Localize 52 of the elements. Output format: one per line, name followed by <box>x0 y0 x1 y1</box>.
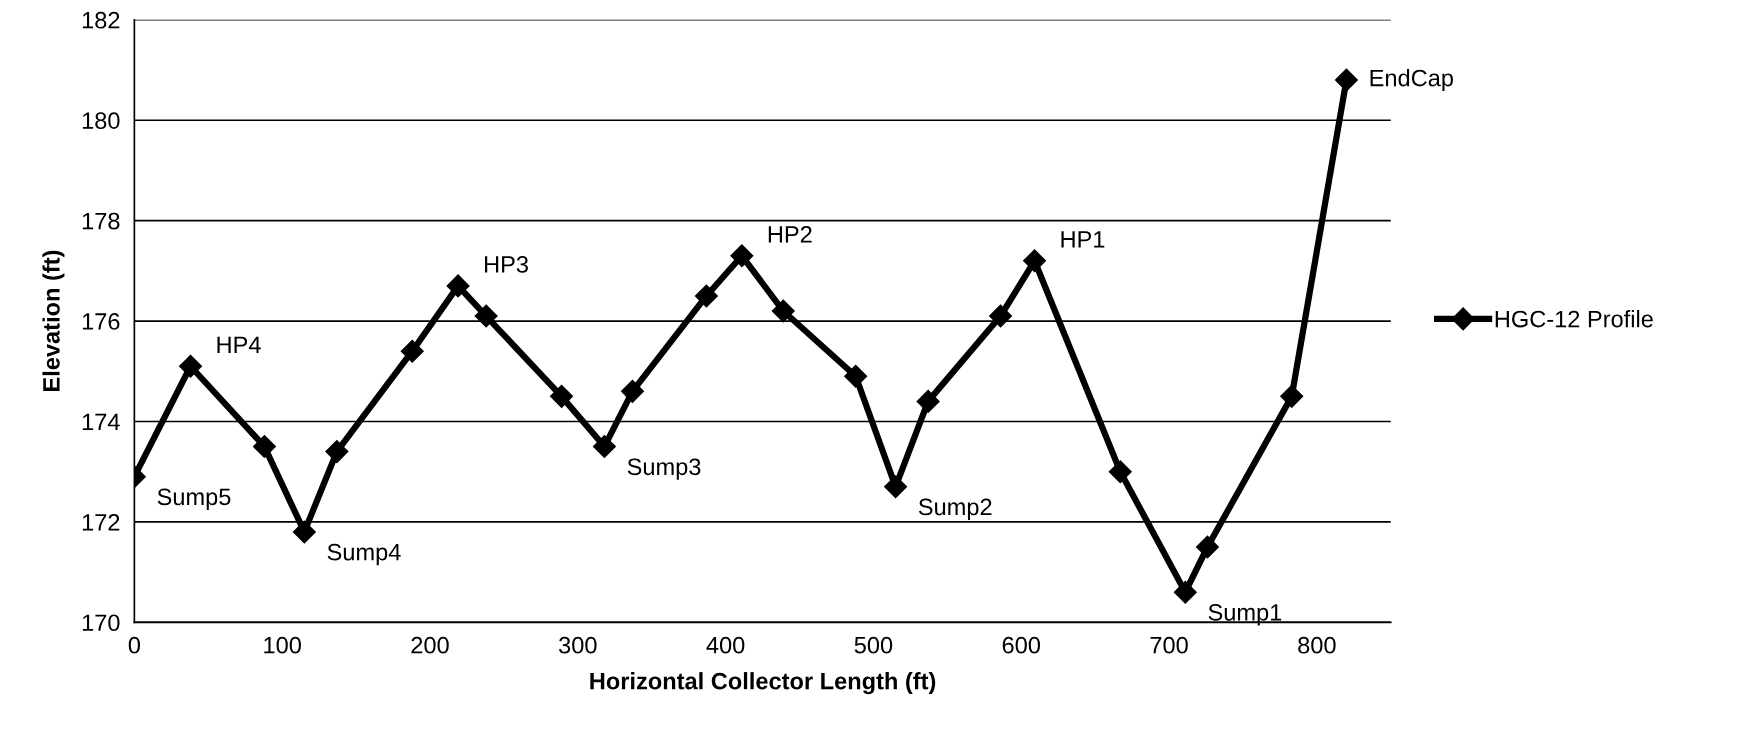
x-tick-label: 700 <box>1150 636 1188 654</box>
x-tick-label: 100 <box>264 636 301 654</box>
y-tick-label: 172 <box>82 513 120 531</box>
y-tick-label: 180 <box>82 112 120 129</box>
point <box>1334 68 1358 92</box>
annotation: Sump5 <box>157 488 231 510</box>
annotation: Sump2 <box>918 498 992 520</box>
point <box>771 299 795 323</box>
point <box>446 274 470 298</box>
legend-label: HGC-12 Profile <box>1495 310 1653 328</box>
annotation: HP1 <box>1061 231 1105 248</box>
x-tick-label: 600 <box>1002 636 1041 654</box>
point <box>1023 249 1047 273</box>
y-tick-label: 170 <box>82 614 120 632</box>
annotation: EndCap <box>1370 69 1453 92</box>
annotation: HP2 <box>768 225 812 243</box>
point <box>325 440 349 464</box>
point <box>550 384 574 408</box>
y-tick-label: 174 <box>82 413 120 431</box>
annotation: Sump4 <box>327 543 401 566</box>
point <box>179 354 203 378</box>
annotation: HP4 <box>217 336 261 353</box>
x-tick-label: 500 <box>854 636 893 654</box>
y-axis-title: Elevation (ft) <box>42 250 65 391</box>
point <box>620 379 644 403</box>
point <box>474 304 498 328</box>
point <box>252 435 276 459</box>
point <box>916 389 940 413</box>
annotation: Sump3 <box>627 458 701 480</box>
point <box>400 339 424 363</box>
point <box>989 304 1013 328</box>
x-axis-title: Horizontal Collector Length (ft) <box>590 672 936 695</box>
point <box>1195 535 1219 559</box>
annotation: Sump1 <box>1208 604 1282 626</box>
x-tick-label: 200 <box>411 636 449 654</box>
x-tick-label: 0 <box>128 636 141 654</box>
point <box>292 520 316 544</box>
annotation: HP3 <box>485 256 528 273</box>
point <box>730 244 754 268</box>
x-tick-label: 400 <box>706 636 745 654</box>
x-tick-label: 300 <box>559 636 597 654</box>
y-tick-label: 182 <box>82 11 120 29</box>
x-tick-label: 800 <box>1298 636 1336 654</box>
y-tick-label: 178 <box>82 212 120 230</box>
point <box>694 284 718 308</box>
point <box>884 475 908 499</box>
point <box>1108 460 1132 484</box>
point <box>1173 580 1197 604</box>
point <box>592 435 616 459</box>
y-tick-label: 176 <box>82 313 120 330</box>
point <box>844 364 868 388</box>
point <box>1280 384 1304 408</box>
